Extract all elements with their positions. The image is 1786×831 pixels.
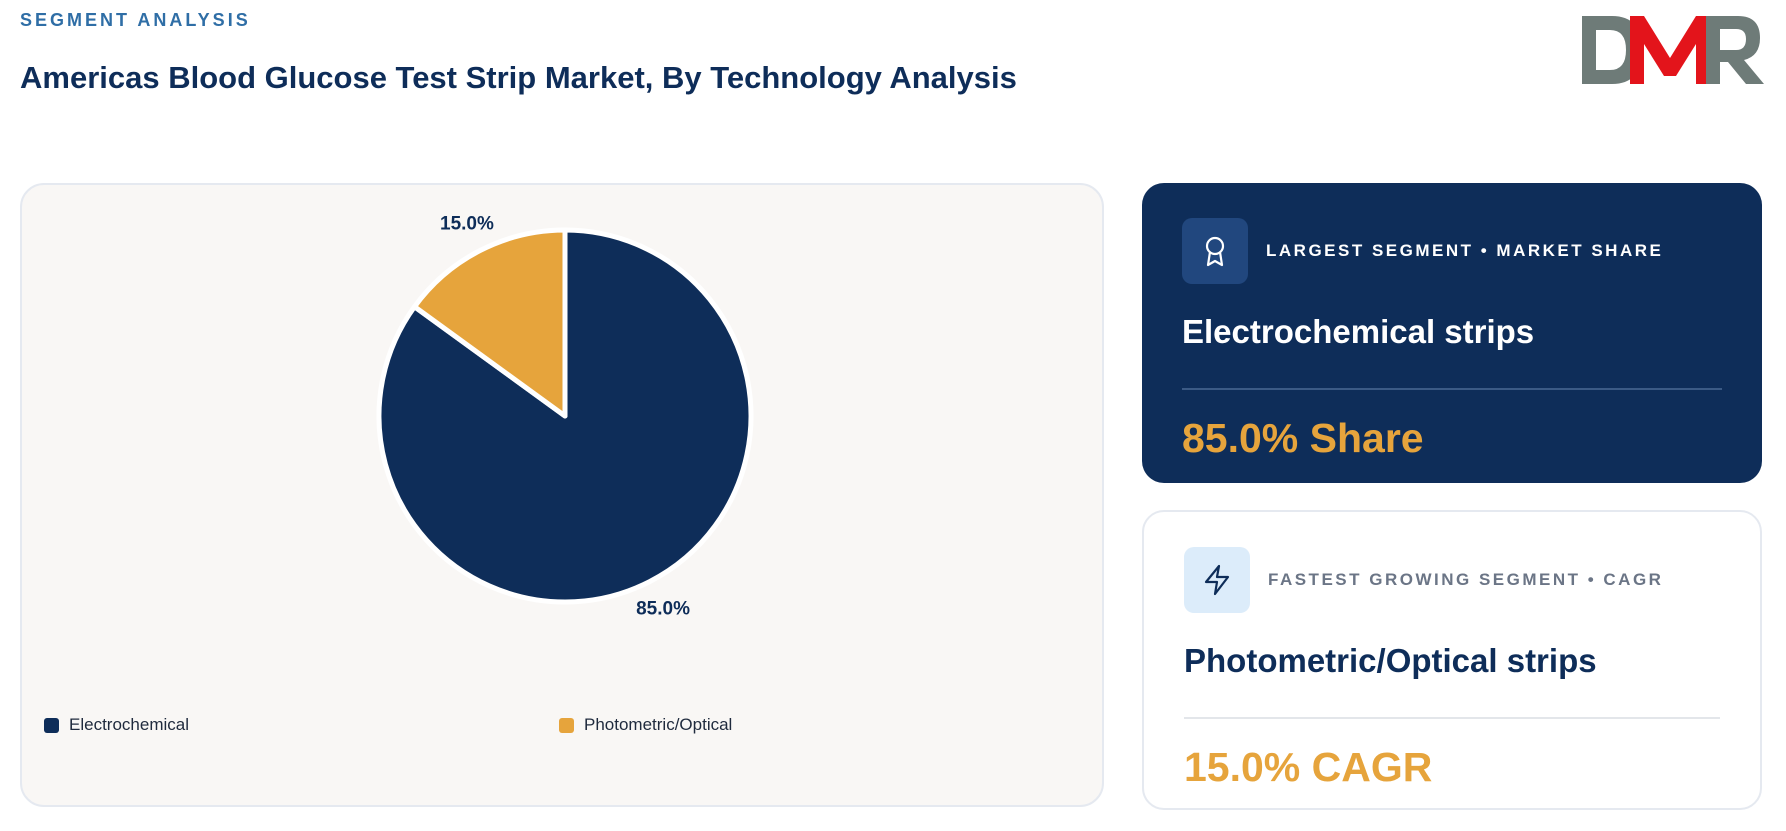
page-title: Americas Blood Glucose Test Strip Market… (20, 60, 1017, 95)
award-icon (1182, 218, 1248, 284)
legend-label: Photometric/Optical (584, 715, 733, 734)
chart-panel: 85.0% 15.0% Electrochemical Photometric/O… (20, 183, 1104, 807)
legend-swatch-electrochemical (44, 717, 59, 733)
card-eyebrow: LARGEST SEGMENT • MARKET SHARE (1266, 241, 1664, 260)
section-eyebrow: SEGMENT ANALYSIS (20, 10, 251, 30)
pie-chart: 85.0% 15.0% (376, 214, 754, 619)
pie-outline (377, 228, 753, 604)
segment-value: 15.0% CAGR (1184, 744, 1433, 790)
segment-name: Electrochemical strips (1182, 313, 1535, 350)
segment-value: 85.0% Share (1182, 415, 1424, 461)
card-eyebrow: FASTEST GROWING SEGMENT • CAGR (1268, 570, 1664, 589)
legend-label: Electrochemical (69, 715, 189, 734)
dmr-logo (1582, 16, 1764, 84)
chart-legend: Electrochemical Photometric/Optical (22, 715, 1102, 745)
legend-item-photometric: Photometric/Optical (559, 715, 732, 735)
segment-name: Photometric/Optical strips (1184, 642, 1597, 679)
fastest-segment-card: FASTEST GROWING SEGMENT • CAGR Photometr… (1142, 510, 1762, 810)
lightning-icon (1184, 547, 1250, 613)
pie-data-label: 85.0% (636, 598, 690, 619)
card-divider (1182, 388, 1722, 390)
legend-swatch-photometric (559, 717, 574, 733)
largest-segment-card: LARGEST SEGMENT • MARKET SHARE Electroch… (1142, 183, 1762, 483)
pie-data-label: 15.0% (440, 214, 494, 235)
card-divider (1184, 717, 1720, 719)
legend-item-electrochemical: Electrochemical (44, 715, 189, 735)
